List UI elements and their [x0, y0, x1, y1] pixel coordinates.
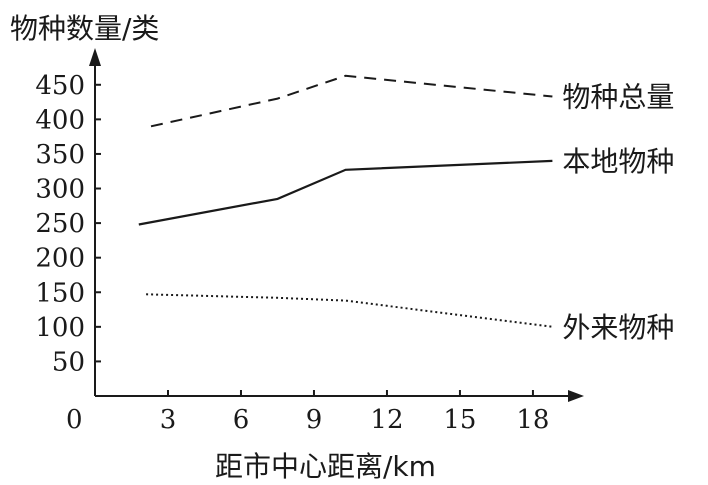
series-line-2 — [138, 159, 553, 226]
y-tick-label: 450 — [35, 71, 85, 101]
y-tick-label: 150 — [35, 278, 85, 308]
x-axis-title: 距市中心距离/km — [215, 450, 436, 483]
series-label-1: 物种总量 — [562, 81, 674, 114]
y-tick-label: 400 — [35, 105, 85, 135]
y-tick-label: 50 — [52, 347, 85, 377]
x-tick-label: 9 — [306, 405, 323, 435]
origin-label: 0 — [66, 405, 83, 435]
x-tick-label: 15 — [443, 405, 476, 435]
y-tick-label: 350 — [35, 140, 85, 170]
series-label-3: 外来物种 — [562, 311, 674, 344]
x-tick-label: 6 — [233, 405, 250, 435]
x-tick-label: 3 — [160, 405, 177, 435]
y-tick-label: 100 — [35, 313, 85, 343]
ticks: 50 100 150 200 250 300 350 400 450 3 6 9 12 15 18 — [35, 71, 549, 435]
x-tick-label: 12 — [370, 405, 403, 435]
series-group — [138, 74, 553, 328]
y-tick-label: 200 — [35, 244, 85, 274]
y-axis-arrow — [89, 48, 101, 66]
y-tick-label: 300 — [35, 175, 85, 205]
y-tick-label: 250 — [35, 209, 85, 239]
series-line-1 — [150, 74, 553, 128]
x-tick-label: 18 — [516, 405, 549, 435]
x-axis-arrow — [568, 390, 584, 402]
series-line-3 — [146, 293, 553, 328]
y-axis-title: 物种数量/类 — [10, 12, 159, 45]
series-label-2: 本地物种 — [562, 145, 674, 178]
axes — [89, 48, 584, 402]
